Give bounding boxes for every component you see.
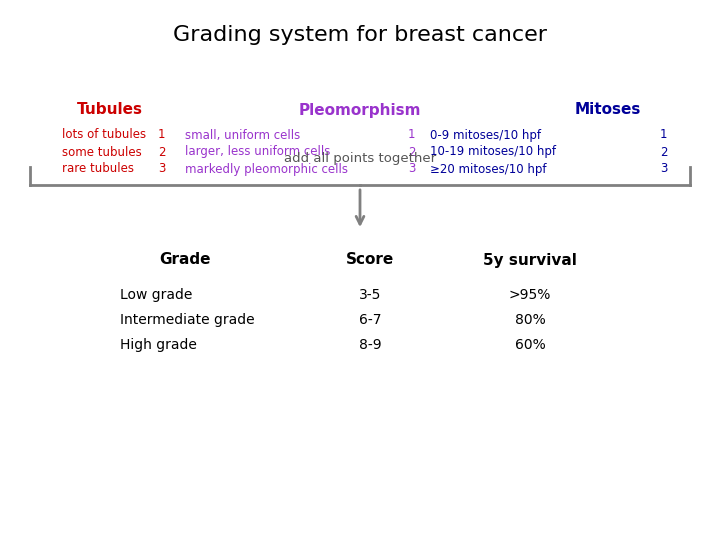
Text: 6-7: 6-7 <box>359 313 382 327</box>
Text: Grading system for breast cancer: Grading system for breast cancer <box>173 25 547 45</box>
Text: Grade: Grade <box>159 253 211 267</box>
Text: 2: 2 <box>158 145 166 159</box>
Text: Tubules: Tubules <box>77 103 143 118</box>
Text: add all points together: add all points together <box>284 152 436 165</box>
Text: 1: 1 <box>408 129 415 141</box>
Text: 0-9 mitoses/10 hpf: 0-9 mitoses/10 hpf <box>430 129 541 141</box>
Text: 80%: 80% <box>515 313 545 327</box>
Text: Mitoses: Mitoses <box>575 103 642 118</box>
Text: lots of tubules: lots of tubules <box>62 129 146 141</box>
Text: markedly pleomorphic cells: markedly pleomorphic cells <box>185 163 348 176</box>
Text: some tubules: some tubules <box>62 145 142 159</box>
Text: Score: Score <box>346 253 394 267</box>
Text: rare tubules: rare tubules <box>62 163 134 176</box>
Text: Intermediate grade: Intermediate grade <box>120 313 255 327</box>
Text: 60%: 60% <box>515 338 545 352</box>
Text: small, uniform cells: small, uniform cells <box>185 129 300 141</box>
Text: ≥20 mitoses/10 hpf: ≥20 mitoses/10 hpf <box>430 163 546 176</box>
Text: 1: 1 <box>158 129 166 141</box>
Text: Low grade: Low grade <box>120 288 192 302</box>
Text: 1: 1 <box>660 129 667 141</box>
Text: 2: 2 <box>408 145 415 159</box>
Text: 3: 3 <box>408 163 415 176</box>
Text: 3-5: 3-5 <box>359 288 381 302</box>
Text: larger, less uniform cells: larger, less uniform cells <box>185 145 330 159</box>
Text: 3: 3 <box>660 163 667 176</box>
Text: High grade: High grade <box>120 338 197 352</box>
Text: 5y survival: 5y survival <box>483 253 577 267</box>
FancyArrowPatch shape <box>356 190 364 224</box>
Text: 10-19 mitoses/10 hpf: 10-19 mitoses/10 hpf <box>430 145 556 159</box>
Text: 3: 3 <box>158 163 166 176</box>
Text: >95%: >95% <box>509 288 552 302</box>
Text: Pleomorphism: Pleomorphism <box>299 103 421 118</box>
Text: 8-9: 8-9 <box>359 338 382 352</box>
Text: 2: 2 <box>660 145 667 159</box>
